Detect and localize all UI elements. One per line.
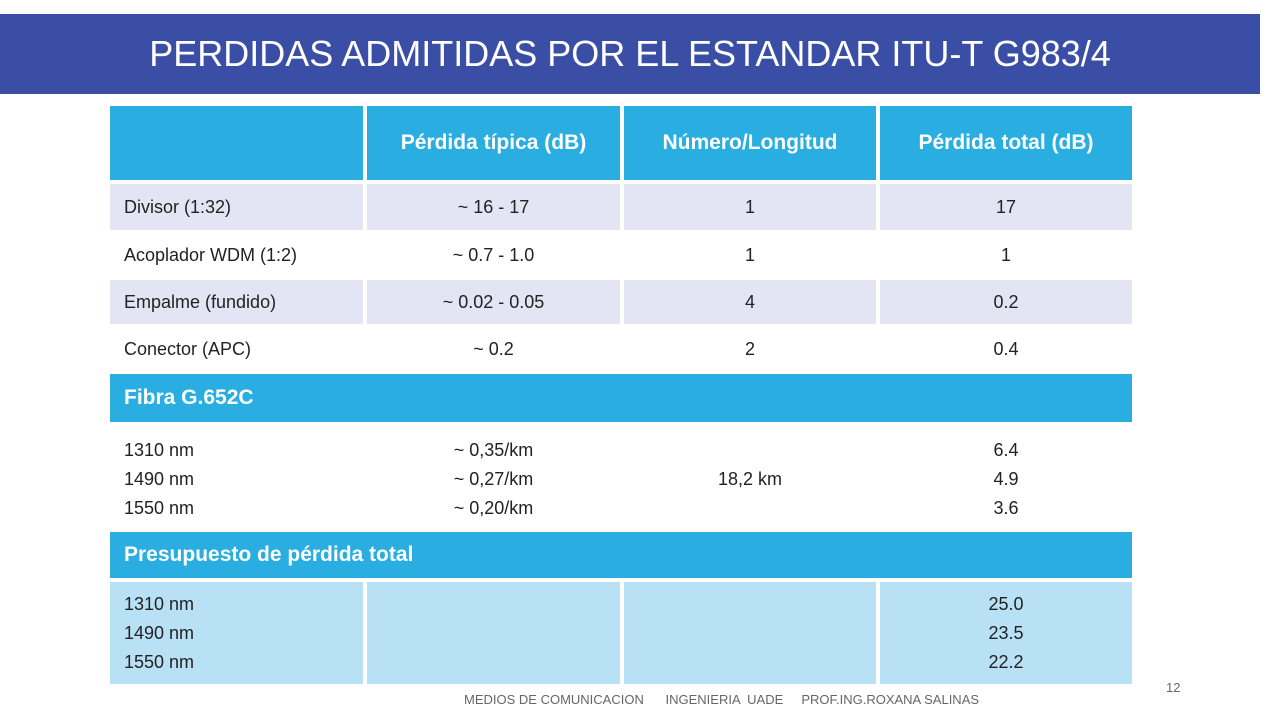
wavelength: 1490 nm [124,468,195,489]
page-number: 12 [1166,680,1181,695]
typical-value: ~ 0.7 - 1.0 [367,232,620,278]
typical-value: ~ 0,35/km [453,439,534,460]
total-value: 17 [880,184,1132,230]
row-label: Conector (APC) [110,326,363,372]
total-value: 1 [880,232,1132,278]
typical-value: ~ 0,27/km [453,468,534,489]
budget-empty-cell [624,582,876,684]
total-value: 0.4 [880,326,1132,372]
row-label: Acoplador WDM (1:2) [110,232,363,278]
header-empty [110,106,363,180]
fibra-wavelengths: 1310 nm 1490 nm 1550 nm [110,434,363,524]
wavelength: 1550 nm [124,651,195,672]
header-total-loss: Pérdida total (dB) [880,106,1132,180]
total-value: 6.4 [993,439,1019,460]
fibra-typical: ~ 0,35/km ~ 0,27/km ~ 0,20/km [367,434,620,524]
budget-empty-cell [367,582,620,684]
total-value: 4.9 [993,468,1019,489]
row-label: Divisor (1:32) [110,184,363,230]
row-label: Empalme (fundido) [110,280,363,324]
total-value: 23.5 [988,622,1024,643]
budget-wavelengths: 1310 nm 1490 nm 1550 nm [110,582,363,684]
wavelength: 1490 nm [124,622,195,643]
wavelength: 1550 nm [124,497,195,518]
fibra-totals: 6.4 4.9 3.6 [880,434,1132,524]
budget-totals: 25.0 23.5 22.2 [880,582,1132,684]
typical-value: ~ 0,20/km [453,497,534,518]
header-typical-loss: Pérdida típica (dB) [367,106,620,180]
total-value: 0.2 [880,280,1132,324]
total-value: 3.6 [993,497,1019,518]
count-value: 1 [624,184,876,230]
total-value: 25.0 [988,593,1024,614]
typical-value: ~ 16 - 17 [367,184,620,230]
count-value: 2 [624,326,876,372]
slide-footer: MEDIOS DE COMUNICACION INGENIERIA UADE P… [464,692,980,707]
count-value: 1 [624,232,876,278]
header-number-length: Número/Longitud [624,106,876,180]
wavelength: 1310 nm [124,439,195,460]
total-value: 22.2 [988,651,1024,672]
slide-title: PERDIDAS ADMITIDAS POR EL ESTANDAR ITU-T… [0,14,1260,94]
wavelength: 1310 nm [124,593,195,614]
typical-value: ~ 0.2 [367,326,620,372]
typical-value: ~ 0.02 - 0.05 [367,280,620,324]
count-value: 4 [624,280,876,324]
fibra-length: 18,2 km [624,434,876,524]
section-fibra: Fibra G.652C [110,374,1132,422]
section-budget: Presupuesto de pérdida total [110,532,1132,578]
